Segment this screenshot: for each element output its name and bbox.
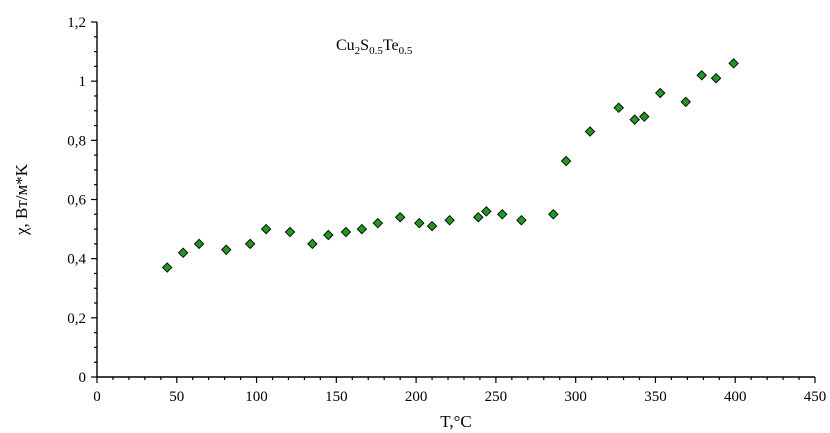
x-axis-title: T,°C (440, 412, 472, 431)
data-point (221, 244, 232, 256)
data-point (414, 217, 425, 229)
x-tick-label: 0 (93, 389, 101, 405)
y-tick-label: 0 (79, 370, 87, 386)
data-point (307, 238, 318, 250)
x-ticks-layer: 0 50 100 150 200 250 300 350 400 450 (93, 377, 826, 405)
data-point (193, 238, 205, 250)
data-point (372, 217, 384, 229)
y-tick-label: 1 (79, 74, 87, 90)
data-point (680, 96, 691, 108)
x-tick-label: 450 (804, 389, 827, 405)
data-point (548, 209, 559, 220)
data-point (340, 226, 352, 238)
data-point (394, 212, 406, 223)
data-point (161, 262, 173, 273)
data-point (728, 58, 739, 69)
data-point (516, 214, 527, 226)
formula-subscript: 0.5 (399, 45, 413, 57)
data-point (710, 72, 722, 84)
data-point (481, 206, 492, 217)
x-tick-label: 350 (644, 389, 667, 405)
data-point (473, 212, 484, 223)
x-tick-label: 250 (485, 389, 508, 405)
x-tick-label: 50 (169, 389, 184, 405)
y-axis-title: χ, Вт/м*K (12, 163, 31, 236)
data-point (284, 226, 296, 238)
y-tick-label: 0,8 (67, 133, 86, 149)
axes-layer (96, 22, 815, 378)
formula-subscript: 0.5 (369, 45, 383, 57)
data-point (654, 87, 666, 99)
data-point (356, 223, 368, 235)
formula-element: S (360, 37, 369, 54)
x-tick-label: 400 (724, 389, 747, 405)
formula-subscript: 2 (355, 45, 361, 57)
data-point (584, 126, 596, 137)
x-tick-label: 100 (245, 389, 268, 405)
data-point (244, 238, 256, 250)
x-tick-label: 150 (325, 389, 348, 405)
x-tick-label: 200 (405, 389, 428, 405)
data-point (629, 114, 640, 125)
y-tick-label: 0,4 (67, 252, 86, 268)
compound-formula-annotation: Cu2S0.5Te0.5 (336, 37, 413, 57)
data-point (426, 220, 438, 232)
data-point (260, 223, 272, 235)
data-point (444, 214, 455, 226)
y-ticks-layer: 0 0,2 0,4 0,6 0,8 1 1,2 (67, 15, 97, 386)
formula-element: Te (383, 37, 399, 54)
data-point (560, 155, 572, 167)
data-point (177, 247, 189, 258)
y-tick-label: 1,2 (67, 15, 86, 31)
data-point (613, 102, 624, 114)
y-tick-label: 0,2 (67, 311, 86, 327)
data-points-layer (161, 58, 739, 273)
formula-element: Cu (336, 37, 355, 54)
x-tick-label: 300 (564, 389, 587, 405)
data-point (497, 209, 508, 220)
data-point (696, 70, 707, 81)
data-point (639, 111, 650, 122)
y-tick-label: 0,6 (67, 193, 86, 209)
data-point (323, 229, 334, 241)
